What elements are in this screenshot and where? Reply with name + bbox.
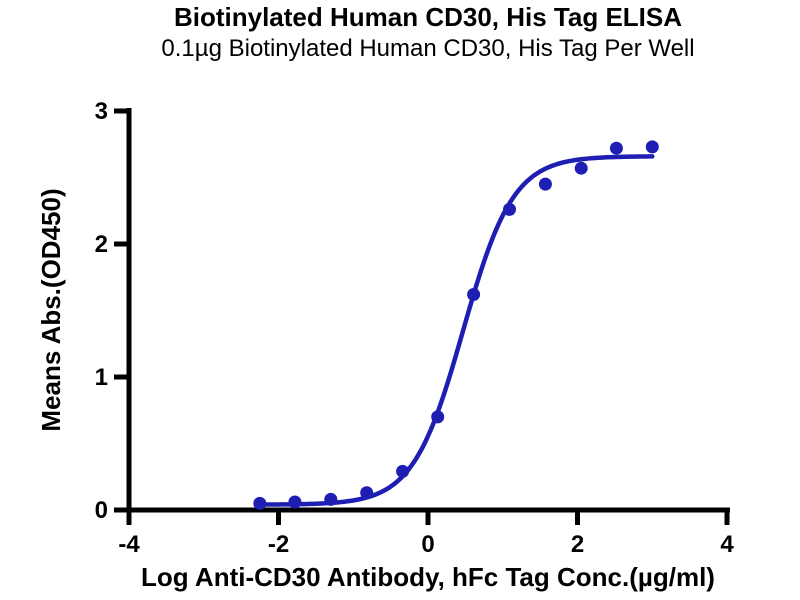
fit-curve-line xyxy=(257,154,655,507)
y-axis-label: Means Abs.(OD450) xyxy=(36,188,66,431)
y-tick-label: 1 xyxy=(95,364,108,391)
data-point xyxy=(645,140,659,154)
data-point xyxy=(431,410,445,424)
data-point xyxy=(503,202,516,216)
data-point xyxy=(538,177,552,191)
chart-subtitle: 0.1µg Biotinylated Human CD30, His Tag P… xyxy=(161,35,695,62)
chart-title: Biotinylated Human CD30, His Tag ELISA xyxy=(173,2,683,32)
x-tick-label: 2 xyxy=(571,531,584,558)
x-tick-label: 4 xyxy=(720,531,734,558)
data-point xyxy=(288,495,302,509)
data-point xyxy=(467,288,481,301)
data-point xyxy=(396,464,410,478)
data-point xyxy=(360,486,374,500)
tick-labels: -4 -2 0 2 4 0 1 2 3 xyxy=(95,98,735,558)
axes xyxy=(114,108,730,525)
x-tick-label: 0 xyxy=(421,531,434,558)
data-point xyxy=(324,492,338,506)
data-points xyxy=(253,140,659,510)
y-tick-label: 0 xyxy=(95,497,108,524)
y-tick-label: 2 xyxy=(95,231,108,258)
x-tick-label: -4 xyxy=(118,531,140,558)
x-axis-label: Log Anti-CD30 Antibody, hFc Tag Conc.(µg… xyxy=(141,562,715,592)
data-point xyxy=(609,141,623,155)
data-point xyxy=(574,161,588,175)
x-tick-label: -2 xyxy=(268,531,289,558)
y-tick-label: 3 xyxy=(95,98,108,125)
data-point xyxy=(253,496,267,510)
